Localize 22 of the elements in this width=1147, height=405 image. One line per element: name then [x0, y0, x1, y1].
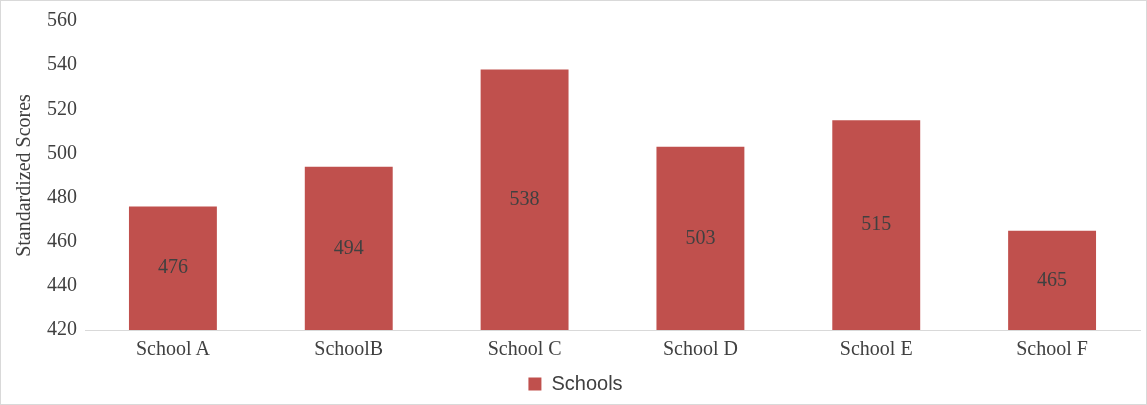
y-tick-label: 500: [47, 140, 77, 163]
y-tick-label: 460: [47, 228, 77, 251]
data-label: 503: [685, 225, 716, 248]
x-tick-label: School C: [487, 337, 562, 360]
x-tick-label: School D: [662, 337, 738, 360]
data-label: 538: [509, 187, 540, 210]
x-tick-label: SchoolB: [314, 337, 384, 360]
data-label: 465: [1037, 267, 1068, 290]
data-label: 494: [333, 235, 364, 258]
y-axis-title: Standardized Scores: [12, 93, 35, 257]
y-tick-label: 560: [47, 8, 77, 31]
y-tick-label: 520: [47, 96, 77, 119]
data-label: 476: [157, 255, 188, 278]
x-tick-label: School E: [839, 337, 913, 360]
y-tick-label: 540: [47, 52, 77, 75]
y-tick-label: 480: [47, 184, 77, 207]
y-tick-label: 420: [47, 317, 77, 340]
data-label: 515: [861, 212, 892, 235]
x-tick-label: School F: [1016, 337, 1088, 360]
x-tick-label: School A: [135, 337, 211, 360]
y-tick-label: 440: [47, 273, 77, 296]
legend-label: Schools: [551, 371, 623, 394]
